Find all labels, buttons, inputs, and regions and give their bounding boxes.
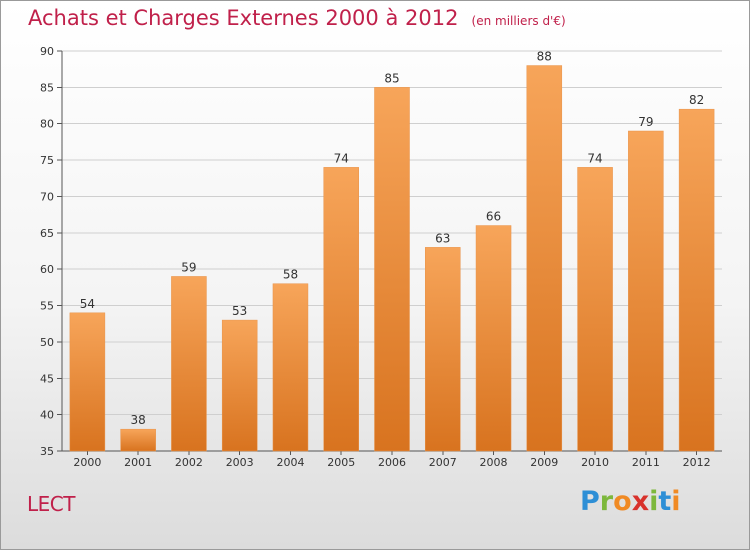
chart-title-line: Achats et Charges Externes 2000 à 2012 (… [28, 6, 566, 30]
logo-letter: x [631, 486, 650, 517]
x-tick-label-2006: 2006 [378, 456, 406, 469]
value-label-2012: 82 [689, 93, 704, 107]
bar-2000 [69, 312, 106, 452]
logo-letter: i [671, 486, 681, 517]
value-label-2005: 74 [334, 151, 349, 165]
logo-letter: t [658, 486, 672, 517]
x-tick-label-2000: 2000 [73, 456, 101, 469]
value-label-2000: 54 [80, 297, 95, 311]
x-tick-label-2012: 2012 [683, 456, 711, 469]
x-tick-label-2009: 2009 [530, 456, 558, 469]
bar-2012 [678, 108, 715, 452]
y-tick-label: 55 [40, 300, 54, 313]
x-tick-label-2010: 2010 [581, 456, 609, 469]
y-tick-label: 35 [40, 445, 54, 458]
bar-2007 [425, 247, 461, 452]
y-tick-label: 70 [40, 190, 54, 203]
y-tick-label: 50 [40, 336, 54, 349]
x-tick-label-2004: 2004 [276, 456, 304, 469]
bar-2006 [374, 87, 410, 452]
x-tick-label-2005: 2005 [327, 456, 355, 469]
logo-letter: P [580, 486, 600, 517]
x-tick-label-2001: 2001 [124, 456, 152, 469]
y-tick-label: 85 [40, 81, 54, 94]
value-label-2002: 59 [181, 260, 196, 274]
value-label-2008: 66 [486, 210, 501, 224]
x-tick-label-2002: 2002 [175, 456, 203, 469]
x-tick-label-2011: 2011 [632, 456, 660, 469]
commune-name: LECT [27, 492, 75, 516]
bar-2001 [120, 428, 156, 452]
value-label-2010: 74 [587, 151, 602, 165]
logo-letter: i [649, 486, 659, 517]
bar-2009 [526, 65, 563, 452]
y-tick-label: 60 [40, 263, 54, 276]
value-label-2004: 58 [283, 268, 298, 282]
proxiti-logo: Proxiti [580, 486, 681, 517]
value-label-2011: 79 [638, 115, 653, 129]
y-tick-label: 80 [40, 118, 54, 131]
bar-2005 [323, 167, 359, 452]
x-tick-label-2008: 2008 [480, 456, 508, 469]
x-tick-label-2007: 2007 [429, 456, 457, 469]
bar-2003 [221, 319, 258, 452]
value-label-2003: 53 [232, 304, 247, 318]
value-label-2006: 85 [384, 71, 399, 85]
value-label-2007: 63 [435, 231, 450, 245]
bar-2011 [628, 130, 664, 452]
y-tick-label: 75 [40, 154, 54, 167]
logo-letter: r [599, 486, 614, 517]
bar-2008 [475, 225, 512, 452]
x-tick-label-2003: 2003 [226, 456, 254, 469]
bar-2004 [272, 283, 309, 452]
bar-2002 [171, 276, 207, 452]
chart-unit: (en milliers d'€) [471, 14, 566, 28]
y-tick-label: 90 [40, 45, 54, 58]
y-tick-label: 40 [40, 409, 54, 422]
y-tick-label: 45 [40, 372, 54, 385]
value-label-2009: 88 [537, 50, 552, 64]
logo-letter: o [613, 486, 632, 517]
value-label-2001: 38 [131, 413, 146, 427]
y-tick-label: 65 [40, 227, 54, 240]
chart-title: Achats et Charges Externes 2000 à 2012 [28, 6, 459, 30]
bar-2010 [577, 167, 613, 452]
